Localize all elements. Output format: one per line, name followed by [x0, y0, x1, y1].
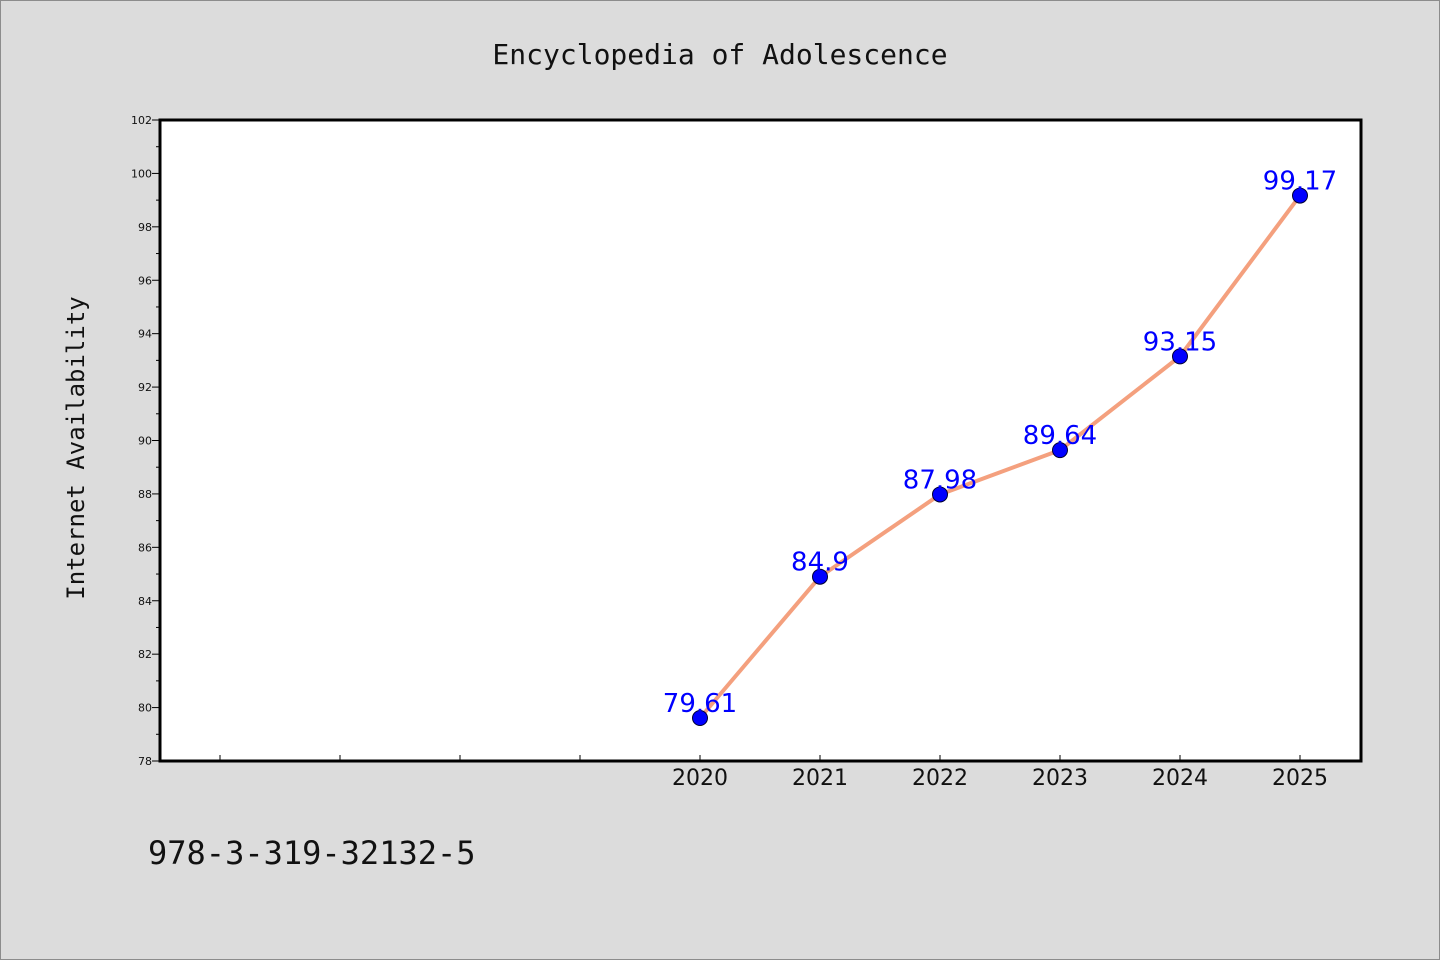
x-tick-label: 2023: [1032, 766, 1088, 791]
x-tick-label: 2022: [912, 766, 968, 791]
isbn-text: 978-3-319-32132-5: [148, 834, 476, 872]
data-label: 89.64: [1023, 421, 1097, 451]
data-labels: 79.61 84.9 87.98 89.64 93.15 99.17: [663, 167, 1337, 719]
y-tick-label: 98: [138, 221, 152, 234]
x-tick-label: 2024: [1152, 766, 1208, 791]
y-tick-label: 90: [138, 435, 152, 448]
x-tick-label: 2021: [792, 766, 848, 791]
data-point: [1052, 442, 1068, 459]
y-tick-label: 92: [138, 381, 152, 394]
data-point: [812, 568, 828, 585]
data-point: [932, 486, 948, 503]
y-tick-label: 78: [138, 755, 152, 768]
data-label: 87.98: [903, 465, 977, 495]
series-line: [698, 194, 1302, 720]
y-tick-label: 80: [138, 702, 152, 715]
plot-border: [158, 118, 1363, 763]
data-label: 99.17: [1263, 167, 1337, 197]
series-layer: [692, 187, 1308, 726]
y-axis-label: Internet Availability: [62, 296, 90, 599]
data-point: [1292, 187, 1308, 204]
y-tick-label: 96: [138, 274, 152, 287]
data-point: [1172, 348, 1188, 365]
x-tick-label: 2025: [1272, 766, 1328, 791]
x-axis: 2020 2021 2022 2023 2024 2025: [219, 755, 1328, 791]
x-tick-label: 2020: [672, 766, 728, 791]
plot-area: [160, 120, 1361, 761]
data-label: 84.9: [791, 548, 849, 578]
y-tick-label: 88: [138, 488, 152, 501]
data-point: [692, 709, 708, 726]
data-label: 93.15: [1143, 327, 1217, 357]
y-tick-label: 84: [138, 595, 152, 608]
y-tick-label: 94: [138, 328, 152, 341]
data-label: 79.61: [663, 689, 737, 719]
y-axis: 78 80 82 84 86 88 90 92 94 96 98 100 102: [131, 114, 160, 768]
y-tick-label: 100: [131, 167, 152, 180]
chart-title: Encyclopedia of Adolescence: [492, 38, 947, 71]
y-tick-label: 102: [131, 114, 152, 127]
y-tick-label: 86: [138, 541, 152, 554]
y-tick-label: 82: [138, 648, 152, 661]
